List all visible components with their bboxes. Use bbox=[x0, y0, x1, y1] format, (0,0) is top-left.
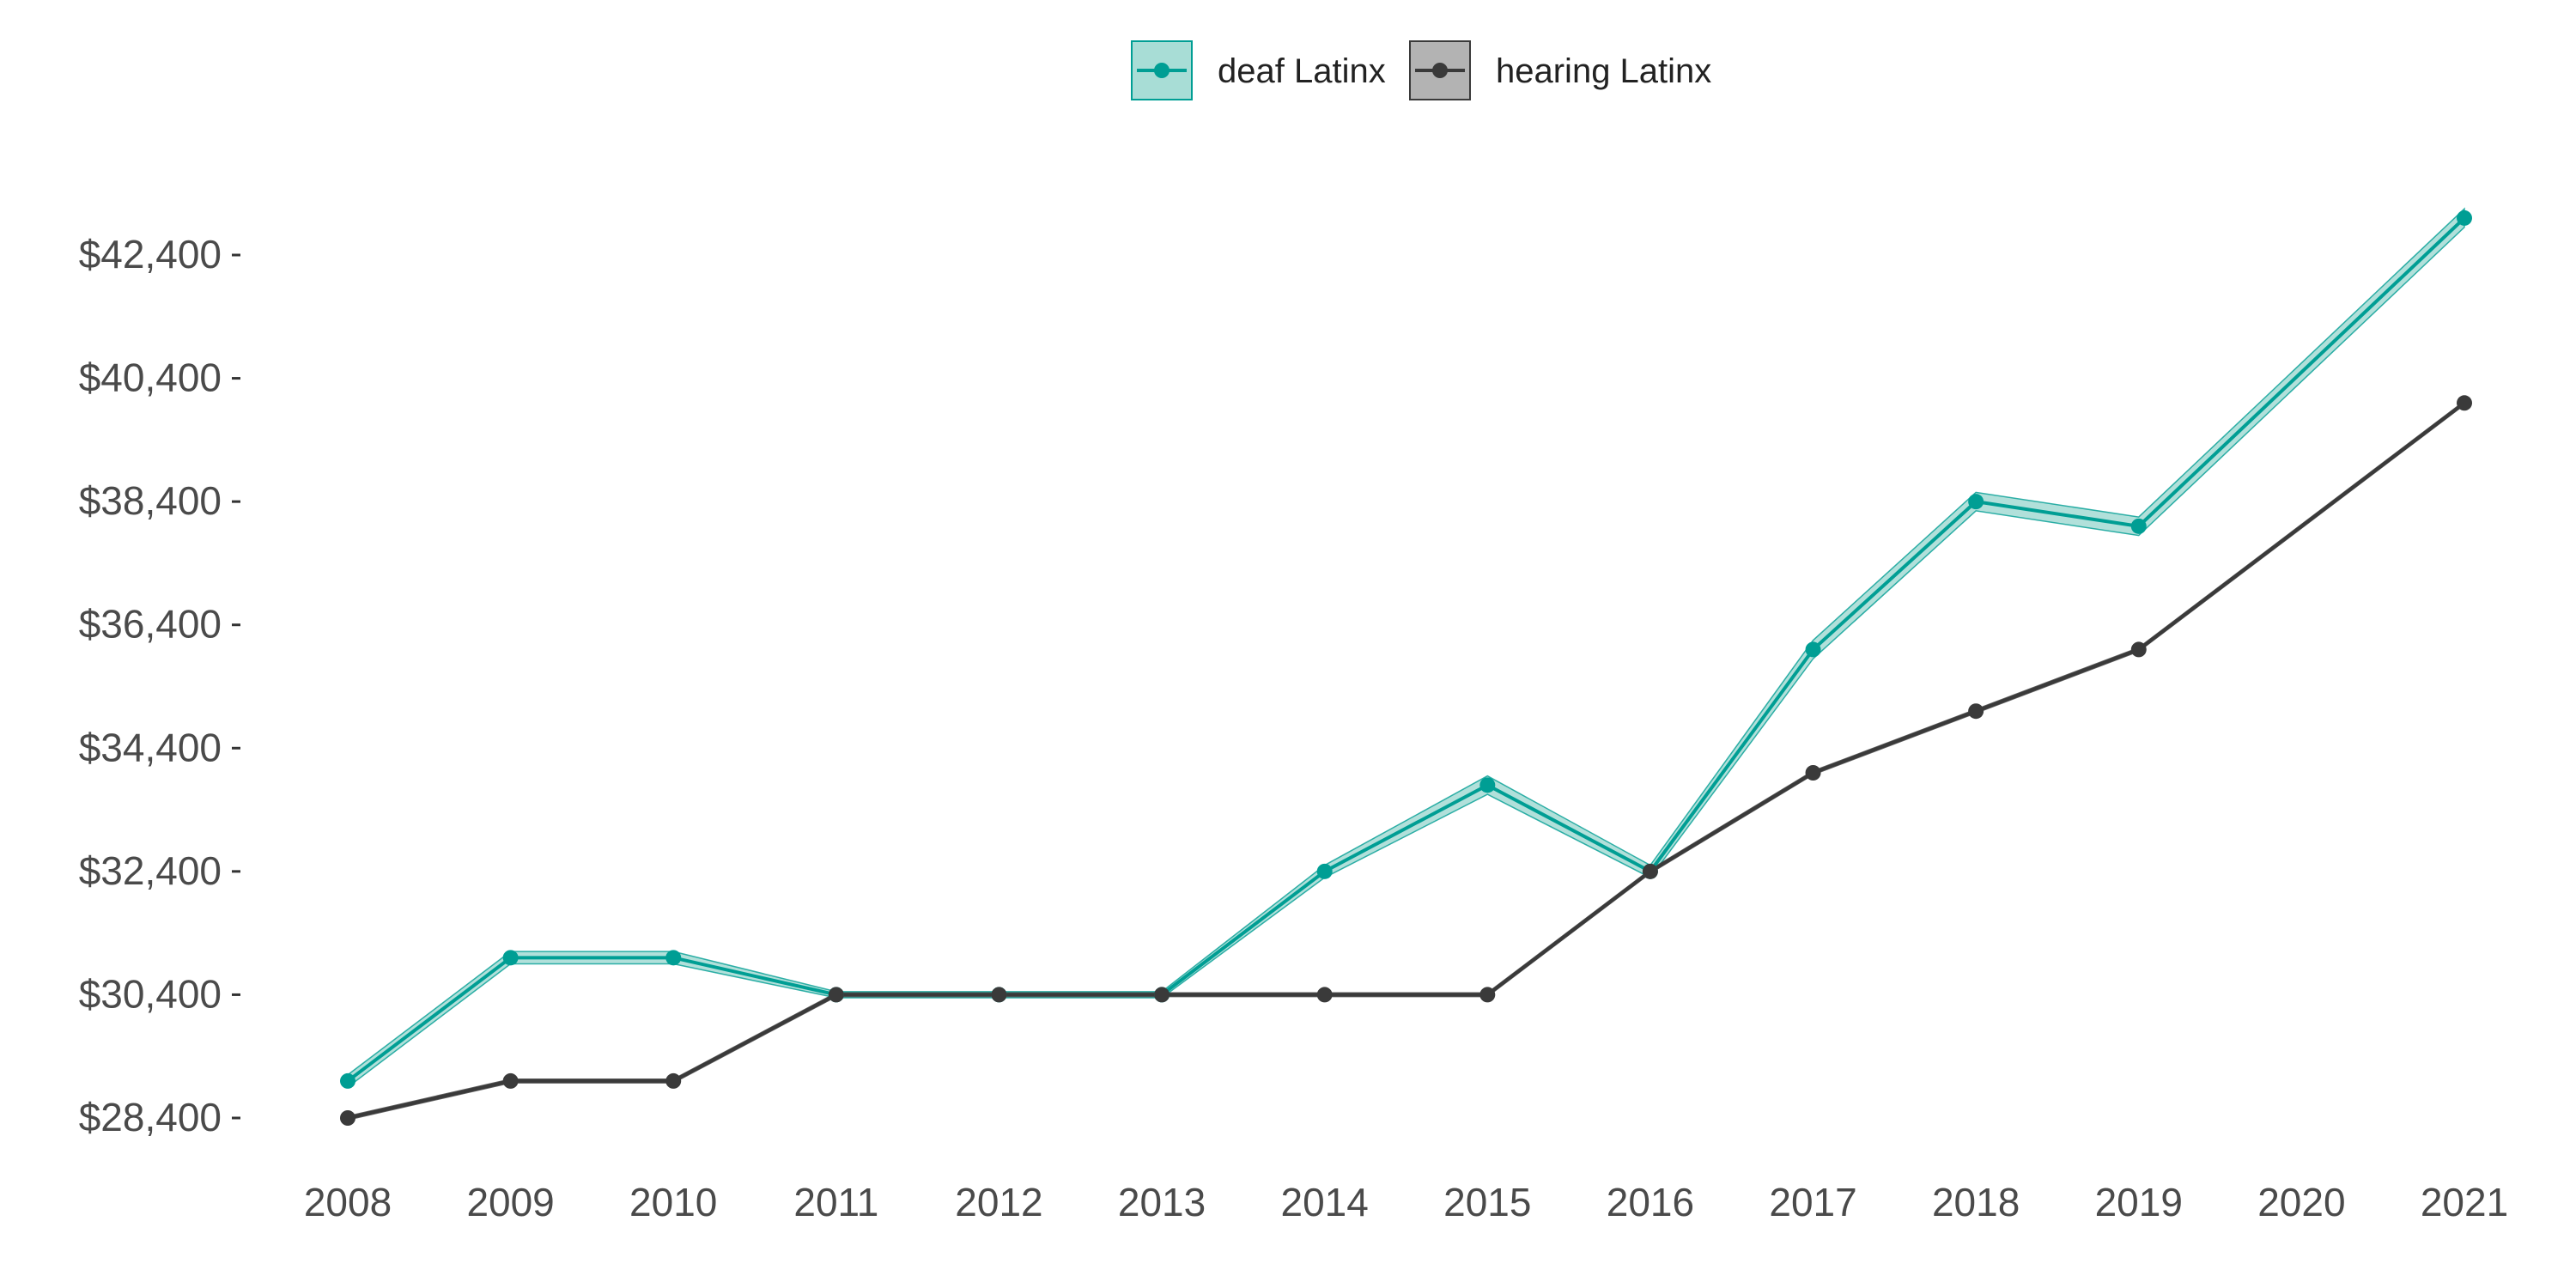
deaf-latinx-point bbox=[502, 950, 519, 966]
x-tick-label: 2017 bbox=[1769, 1180, 1856, 1224]
x-tick-label: 2012 bbox=[955, 1180, 1042, 1224]
hearing-latinx-point bbox=[502, 1072, 519, 1089]
series-points bbox=[340, 210, 2472, 1126]
legend-point-mark bbox=[1154, 63, 1170, 78]
x-tick-label: 2013 bbox=[1118, 1180, 1206, 1224]
y-tick-label: $28,400 bbox=[79, 1095, 222, 1139]
hearing-latinx-point bbox=[828, 987, 844, 1003]
legend-label: hearing Latinx bbox=[1496, 52, 1711, 90]
legend-label: deaf Latinx bbox=[1218, 52, 1386, 90]
y-tick-label: $30,400 bbox=[79, 971, 222, 1016]
x-tick-label: 2010 bbox=[629, 1180, 717, 1224]
x-tick-label: 2015 bbox=[1443, 1180, 1531, 1224]
hearing-latinx-point bbox=[1968, 703, 1984, 720]
legend-item-deaf-latinx: deaf Latinx bbox=[1131, 40, 1386, 100]
x-tick-label: 2020 bbox=[2257, 1180, 2345, 1224]
confidence-bands bbox=[347, 207, 2465, 1121]
hearing-latinx-point bbox=[991, 987, 1007, 1003]
x-tick-label: 2016 bbox=[1607, 1180, 1694, 1224]
x-axis: 2008 2009 2010 2011 2012 2013 2014 2015 2016 2017… bbox=[304, 1180, 2508, 1224]
hearing-latinx-point bbox=[1642, 863, 1658, 879]
y-tick-label: $32,400 bbox=[79, 848, 222, 893]
legend-point-mark bbox=[1432, 63, 1448, 78]
hearing-latinx-point bbox=[1154, 987, 1170, 1003]
series-lines bbox=[346, 216, 2466, 1120]
deaf-latinx-point bbox=[2130, 518, 2147, 534]
deaf-latinx-point bbox=[2457, 210, 2472, 226]
hearing-latinx-point bbox=[1479, 987, 1496, 1003]
x-tick-label: 2018 bbox=[1932, 1180, 2020, 1224]
deaf-latinx-point bbox=[1316, 863, 1333, 879]
y-tick-label: $36,400 bbox=[79, 602, 222, 647]
y-tick-label: $42,400 bbox=[79, 232, 222, 276]
x-tick-label: 2019 bbox=[2095, 1180, 2183, 1224]
x-tick-label: 2021 bbox=[2421, 1180, 2508, 1224]
deaf-latinx-point bbox=[340, 1072, 355, 1089]
y-axis: $28,400 $30,400 $32,400 $34,400 $36,400 $38,4… bbox=[79, 232, 240, 1139]
hearing-latinx-point bbox=[665, 1072, 682, 1089]
y-tick-label: $38,400 bbox=[79, 478, 222, 523]
deaf-latinx-point bbox=[1805, 641, 1821, 658]
legend-item-hearing-latinx: hearing Latinx bbox=[1409, 40, 1711, 100]
x-tick-label: 2008 bbox=[304, 1180, 392, 1224]
hearing-latinx-point bbox=[340, 1110, 355, 1126]
x-tick-label: 2014 bbox=[1281, 1180, 1369, 1224]
legend: deaf Latinx hearing Latinx bbox=[1131, 40, 1711, 100]
x-tick-label: 2011 bbox=[793, 1180, 878, 1224]
x-tick-label: 2009 bbox=[466, 1180, 554, 1224]
deaf-latinx-point bbox=[1968, 494, 1984, 510]
hearing-latinx-point bbox=[2457, 395, 2472, 411]
hearing-latinx-point bbox=[1316, 987, 1333, 1003]
deaf-latinx-point bbox=[1479, 777, 1496, 793]
y-tick-label: $40,400 bbox=[79, 355, 222, 400]
hearing-latinx-point bbox=[2130, 641, 2147, 658]
deaf-latinx-band bbox=[347, 207, 2465, 1089]
deaf-latinx-point bbox=[665, 950, 682, 966]
hearing-latinx-point bbox=[1805, 765, 1821, 781]
y-tick-label: $34,400 bbox=[79, 725, 222, 769]
